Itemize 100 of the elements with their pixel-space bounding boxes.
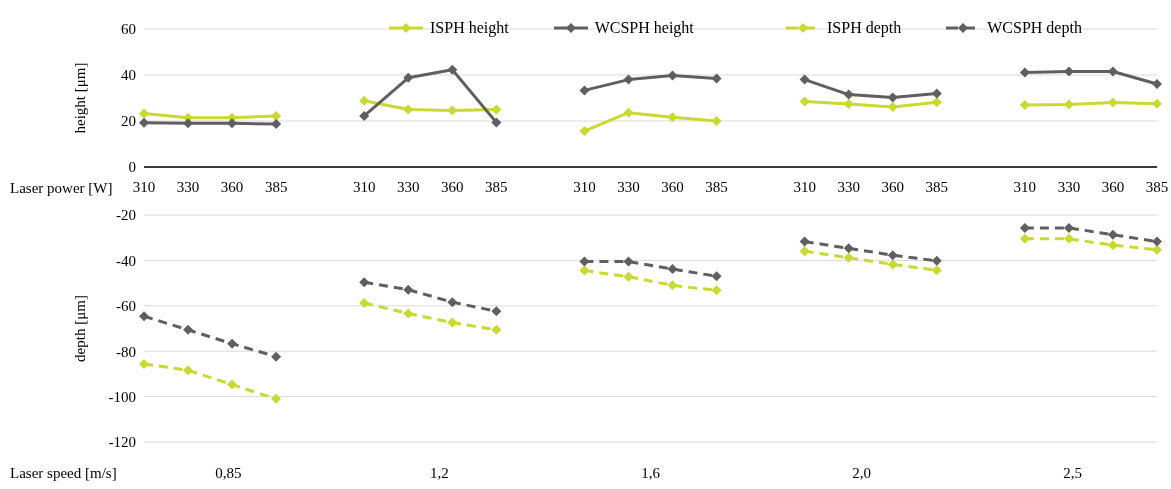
point <box>139 117 149 128</box>
point <box>711 271 722 282</box>
point <box>667 70 678 81</box>
point <box>799 74 810 85</box>
point <box>447 64 458 75</box>
x-tick-label: 360 <box>1101 178 1125 195</box>
point <box>1019 233 1030 244</box>
point <box>843 89 854 100</box>
point <box>271 110 282 121</box>
point <box>1019 67 1030 78</box>
point <box>491 324 502 335</box>
x-axis-title: Laser power [W] <box>10 180 113 197</box>
y-tick-label: 60 <box>121 21 136 38</box>
point <box>403 308 414 319</box>
y-tick-label: 0 <box>128 159 136 176</box>
y-tick-label: -120 <box>108 434 136 451</box>
point <box>139 108 149 119</box>
point <box>931 88 942 99</box>
point <box>799 246 810 257</box>
point <box>1063 99 1074 110</box>
point <box>1107 240 1118 251</box>
y-tick-label: -40 <box>116 252 136 269</box>
point <box>403 104 414 115</box>
point <box>1063 222 1074 233</box>
point <box>403 72 414 83</box>
point <box>403 284 414 295</box>
y-tick-label: 20 <box>121 113 136 130</box>
point <box>359 110 370 121</box>
x-tick-label: 385 <box>485 178 508 195</box>
point <box>183 324 194 335</box>
x-tick-label: 360 <box>881 178 904 195</box>
point <box>887 92 898 103</box>
x-tick-label: 385 <box>925 178 949 195</box>
x-tick-label: 360 <box>661 178 684 195</box>
point <box>843 252 854 263</box>
point <box>447 297 458 308</box>
point <box>227 379 238 390</box>
x-tick-label: 310 <box>573 178 596 195</box>
point <box>579 85 590 96</box>
x-tick-label: 310 <box>132 178 156 195</box>
x-tick-label: 310 <box>1013 178 1037 195</box>
point <box>667 280 678 291</box>
x-tick-label: 385 <box>264 178 288 195</box>
point <box>623 256 634 267</box>
point <box>1107 229 1118 240</box>
legend-label: ISPH depth <box>827 19 902 37</box>
point <box>1107 97 1118 108</box>
point <box>623 74 634 85</box>
point <box>711 285 722 296</box>
x-tick-label: 385 <box>1145 178 1169 195</box>
point <box>843 98 854 109</box>
text: 0,85 <box>214 465 243 482</box>
point <box>931 97 942 108</box>
y-axis-title: depth [μm] <box>72 295 89 362</box>
y-tick-label: 40 <box>121 67 136 84</box>
x-tick-label: 385 <box>705 178 728 195</box>
point <box>623 107 634 118</box>
point <box>447 105 458 116</box>
point <box>271 351 282 362</box>
x-axis-title: Laser speed [m/s] <box>10 465 117 482</box>
y-axis-title: height [μm] <box>72 62 89 134</box>
y-tick-label: -80 <box>116 343 136 360</box>
x-tick-label: 330 <box>176 178 200 195</box>
point <box>1063 233 1074 244</box>
point <box>667 264 678 275</box>
point <box>711 73 722 84</box>
y-tick-label: -100 <box>108 388 136 405</box>
point <box>271 393 282 404</box>
point <box>799 96 810 107</box>
point <box>139 358 149 369</box>
point <box>491 117 502 128</box>
point <box>1152 244 1162 255</box>
point <box>667 112 678 123</box>
x-tick-label: 330 <box>397 178 420 195</box>
point <box>359 298 370 309</box>
text: 1,6 <box>640 465 661 482</box>
point <box>359 95 370 106</box>
point <box>579 126 590 137</box>
point <box>887 250 898 261</box>
x-tick-label: 330 <box>1057 178 1081 195</box>
text: 2,5 <box>1062 465 1083 482</box>
point <box>1019 99 1030 110</box>
point <box>799 236 810 247</box>
x-tick-label: 360 <box>220 178 244 195</box>
x-tick-label: 310 <box>352 178 376 195</box>
y-tick-label: -60 <box>116 298 136 315</box>
x-tick-label: 330 <box>617 178 640 195</box>
point <box>491 104 502 115</box>
point <box>579 265 590 276</box>
legend-label: ISPH height <box>430 19 509 37</box>
point <box>183 365 194 376</box>
point <box>931 265 942 276</box>
x-tick-label: 360 <box>441 178 464 195</box>
legend-label: WCSPH height <box>594 19 694 37</box>
point <box>931 255 942 266</box>
point <box>711 116 722 126</box>
point <box>491 306 502 317</box>
point <box>1152 236 1162 247</box>
point <box>1152 78 1162 89</box>
point <box>843 243 854 254</box>
